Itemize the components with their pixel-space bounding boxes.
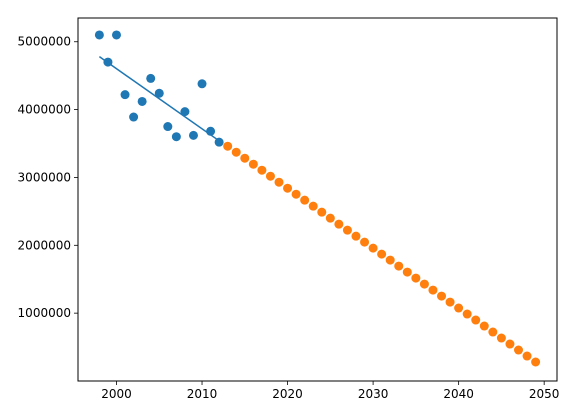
observed-point-0 bbox=[94, 30, 104, 40]
projected-point-0 bbox=[223, 141, 233, 151]
projected-point-4 bbox=[257, 165, 267, 175]
observed-point-8 bbox=[163, 122, 173, 132]
x-tick-label: 2010 bbox=[187, 387, 218, 401]
observed-point-10 bbox=[180, 107, 190, 117]
projected-point-9 bbox=[300, 195, 310, 205]
projected-point-2 bbox=[240, 153, 250, 163]
y-tick-label: 4000000 bbox=[18, 103, 71, 117]
projected-point-20 bbox=[394, 261, 404, 271]
projected-point-32 bbox=[496, 333, 506, 343]
projected-point-22 bbox=[411, 273, 421, 283]
projected-point-3 bbox=[248, 159, 258, 169]
y-tick-label: 1000000 bbox=[18, 306, 71, 320]
observed-point-5 bbox=[137, 96, 147, 106]
projected-point-34 bbox=[514, 345, 524, 355]
projected-point-25 bbox=[437, 291, 447, 301]
projected-point-36 bbox=[531, 357, 541, 367]
x-tick-label: 2050 bbox=[529, 387, 560, 401]
x-tick-label: 2030 bbox=[358, 387, 389, 401]
y-tick-label: 5000000 bbox=[18, 35, 71, 49]
projected-point-5 bbox=[265, 171, 275, 181]
projected-point-33 bbox=[505, 339, 515, 349]
projected-point-21 bbox=[402, 267, 412, 277]
projected-point-27 bbox=[454, 303, 464, 313]
y-tick-label: 2000000 bbox=[18, 238, 71, 252]
projected-point-35 bbox=[522, 351, 532, 361]
projected-point-15 bbox=[351, 231, 361, 241]
data-marks bbox=[94, 30, 541, 367]
x-tick-label: 2000 bbox=[101, 387, 132, 401]
observed-point-11 bbox=[188, 130, 198, 140]
y-tick-label: 3000000 bbox=[18, 170, 71, 184]
projected-point-13 bbox=[334, 219, 344, 229]
observed-point-9 bbox=[171, 132, 181, 142]
projected-point-28 bbox=[462, 309, 472, 319]
projected-point-24 bbox=[428, 285, 438, 295]
axes: 2000 2010 2020 2030 2040 2050 1000000 2000000 30… bbox=[18, 17, 560, 401]
trend-line bbox=[98, 56, 220, 142]
projected-point-31 bbox=[488, 327, 498, 337]
observed-point-3 bbox=[120, 90, 130, 100]
observed-point-6 bbox=[146, 73, 156, 83]
projected-point-17 bbox=[368, 243, 378, 253]
projected-point-10 bbox=[308, 201, 318, 211]
observed-point-4 bbox=[129, 112, 139, 122]
projected-point-23 bbox=[419, 279, 429, 289]
plot-frame bbox=[77, 17, 558, 382]
projected-point-18 bbox=[377, 249, 387, 259]
projected-point-29 bbox=[471, 315, 481, 325]
projected-point-14 bbox=[342, 225, 352, 235]
observed-point-2 bbox=[111, 30, 121, 40]
projected-point-16 bbox=[360, 237, 370, 247]
projected-point-30 bbox=[479, 321, 489, 331]
x-tick-label: 2020 bbox=[272, 387, 303, 401]
projected-point-19 bbox=[385, 255, 395, 265]
observed-point-7 bbox=[154, 88, 164, 98]
projected-point-7 bbox=[283, 183, 293, 193]
projected-point-1 bbox=[231, 147, 241, 157]
x-tick-label: 2040 bbox=[443, 387, 474, 401]
projected-point-11 bbox=[317, 207, 327, 217]
projected-point-12 bbox=[325, 213, 335, 223]
projected-point-8 bbox=[291, 189, 301, 199]
observed-point-12 bbox=[197, 79, 207, 89]
projected-point-26 bbox=[445, 297, 455, 307]
projected-point-6 bbox=[274, 177, 284, 187]
